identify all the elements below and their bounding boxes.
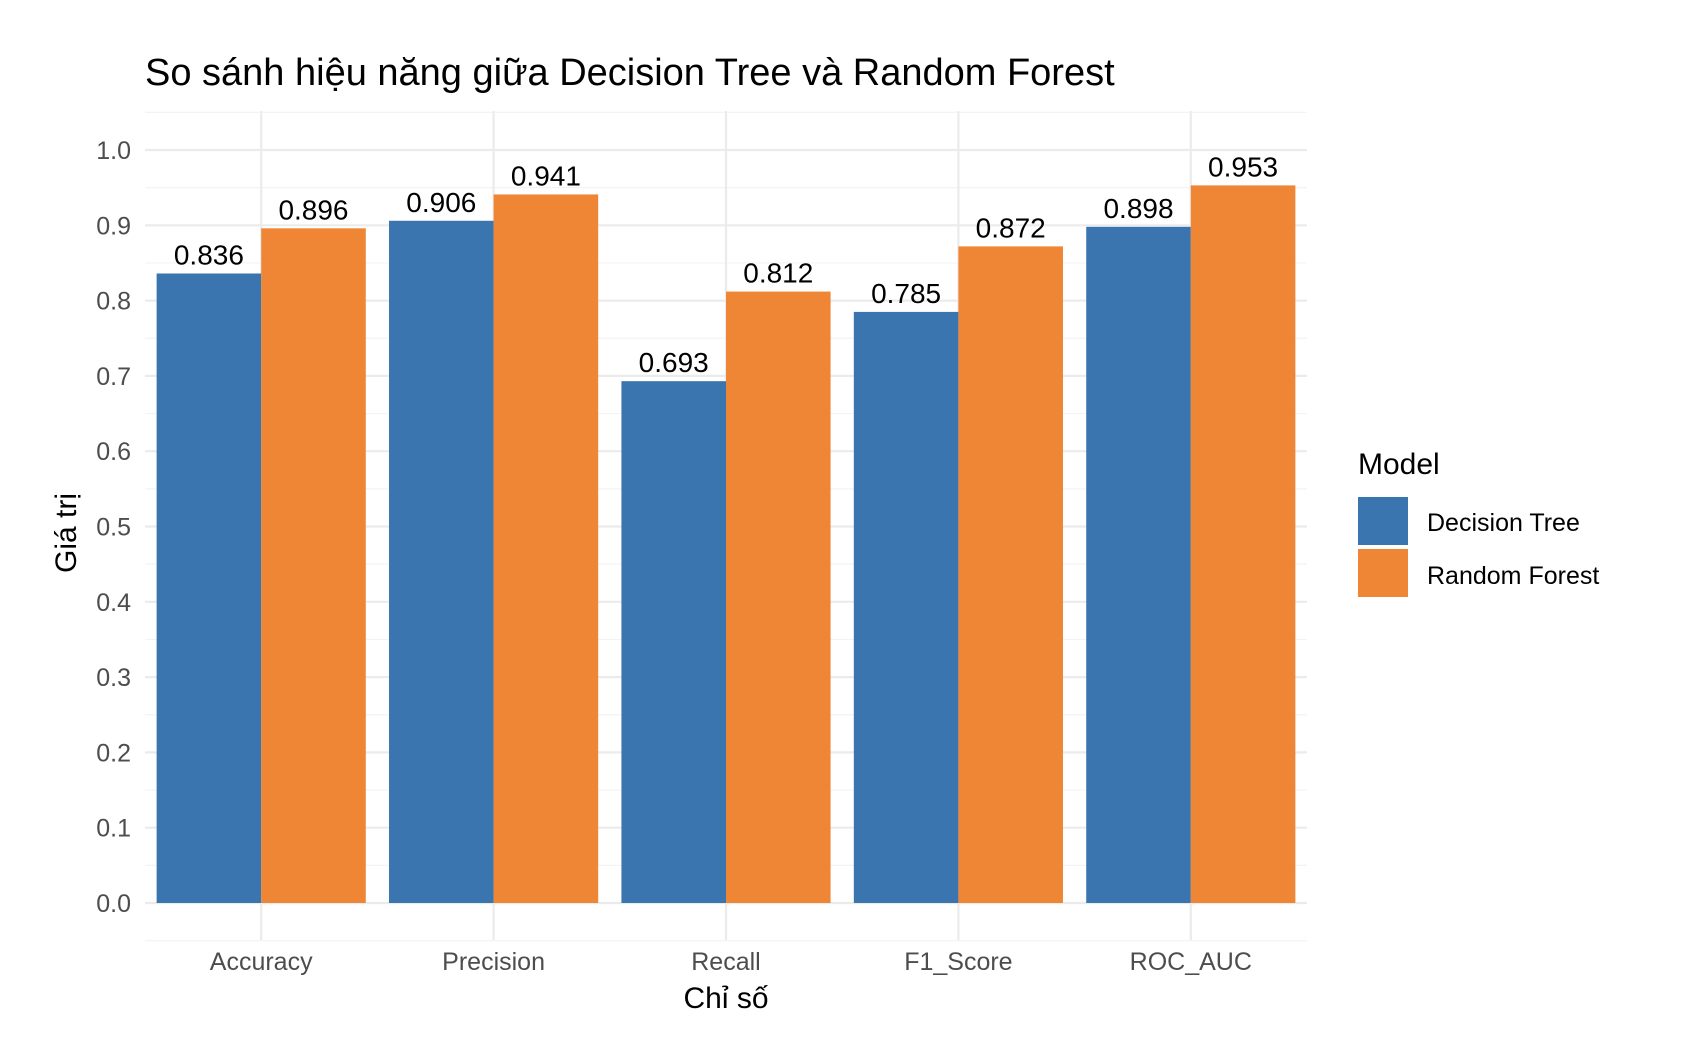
y-tick-label: 0.9	[96, 212, 131, 240]
bar-random-forest-recall	[726, 291, 831, 904]
y-tick-label: 1.0	[96, 137, 131, 165]
y-tick-label: 0.7	[96, 363, 131, 391]
bar-decision-tree-recall	[621, 381, 726, 903]
y-axis-title: Giá trị	[50, 493, 83, 573]
x-tick-label: Recall	[691, 948, 760, 976]
legend-label-random-forest: Random Forest	[1427, 562, 1599, 590]
bar-value-label: 0.872	[976, 212, 1046, 243]
y-tick-label: 0.8	[96, 288, 131, 316]
bar-value-label: 0.812	[743, 258, 813, 289]
bar-decision-tree-accuracy	[156, 273, 262, 903]
legend-key-random-forest	[1358, 549, 1408, 597]
y-tick-label: 0.4	[96, 589, 131, 617]
bar-value-label: 0.898	[1103, 193, 1173, 224]
bars	[156, 185, 1296, 904]
legend-key-decision-tree	[1358, 497, 1408, 545]
legend: Model Decision Tree Random Forest	[1358, 448, 1599, 597]
bar-value-label: 0.693	[639, 347, 709, 378]
bar-decision-tree-roc_auc	[1086, 226, 1191, 903]
y-tick-label: 0.2	[96, 739, 131, 767]
y-tick-label: 0.6	[96, 438, 131, 466]
y-axis-ticks: 0.0 0.1 0.2 0.3 0.4 0.5 0.6 0.7 0.8 0.9 1.0	[96, 137, 131, 918]
y-tick-label: 0.0	[96, 890, 131, 918]
legend-label-decision-tree: Decision Tree	[1427, 509, 1580, 537]
bar-value-label: 0.906	[406, 187, 476, 218]
bar-random-forest-f1_score	[958, 246, 1063, 903]
x-axis-title: Chỉ số	[683, 982, 768, 1015]
bar-value-label: 0.953	[1208, 151, 1278, 182]
x-axis-ticks: Accuracy Precision Recall F1_Score ROC_AUC	[210, 948, 1252, 976]
x-tick-label: F1_Score	[904, 948, 1012, 976]
bar-decision-tree-precision	[389, 220, 494, 904]
bar-value-label: 0.785	[871, 278, 941, 309]
bar-decision-tree-f1_score	[853, 311, 959, 903]
x-tick-label: ROC_AUC	[1130, 948, 1252, 976]
legend-title: Model	[1358, 448, 1440, 481]
x-tick-label: Accuracy	[210, 948, 313, 976]
bar-value-label: 0.836	[174, 239, 244, 270]
y-tick-label: 0.5	[96, 514, 131, 542]
bar-random-forest-roc_auc	[1190, 185, 1296, 904]
bar-random-forest-precision	[493, 194, 599, 903]
bar-value-label: 0.941	[511, 160, 581, 191]
chart-title: So sánh hiệu năng giữa Decision Tree và …	[145, 52, 1115, 94]
y-tick-label: 0.1	[96, 815, 131, 843]
bar-random-forest-accuracy	[261, 228, 366, 903]
bar-labels: 0.836 0.906 0.693 0.785 0.898 0.896 0.941 0.812…	[174, 151, 1278, 378]
y-tick-label: 0.3	[96, 664, 131, 692]
x-tick-label: Precision	[442, 948, 545, 976]
bar-value-label: 0.896	[278, 194, 348, 225]
